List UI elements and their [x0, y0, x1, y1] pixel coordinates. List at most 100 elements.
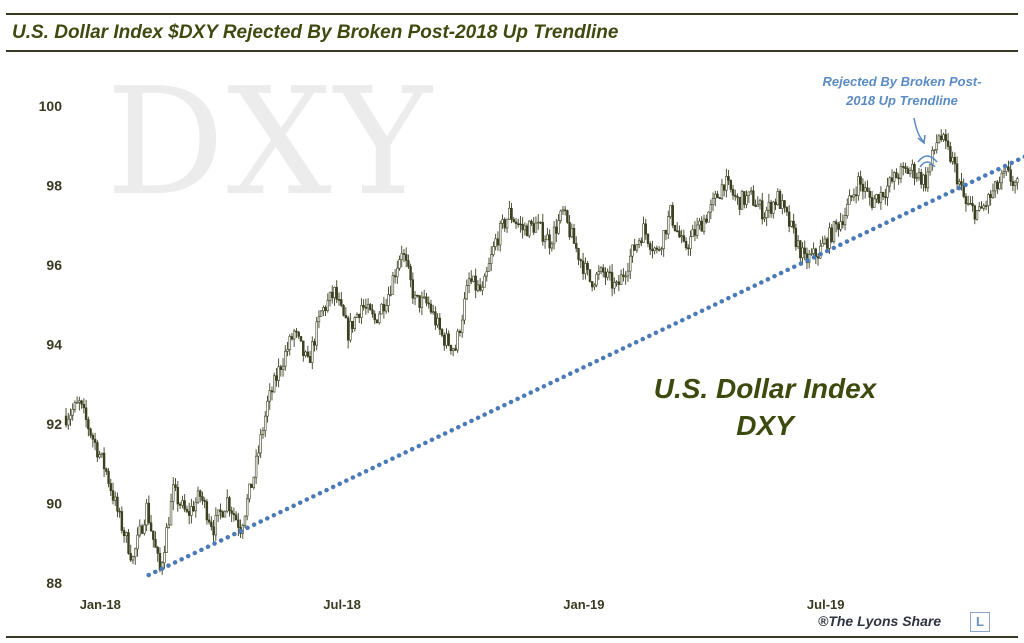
candle-body	[178, 503, 182, 506]
candle-body	[785, 207, 789, 213]
candle-body	[678, 230, 681, 238]
candle-body	[490, 254, 493, 264]
candle-body	[622, 274, 625, 277]
candle-body	[438, 317, 442, 330]
annotation-line2: 2018 Up Trendline	[846, 93, 958, 108]
candle-body	[756, 203, 759, 207]
candle-body	[84, 407, 88, 420]
candle-body	[928, 164, 932, 173]
candle-body	[648, 243, 652, 250]
candle-body	[899, 166, 903, 179]
candle-body	[982, 205, 986, 209]
bottom-rule	[6, 636, 1018, 638]
candle-body	[129, 553, 132, 561]
candle-body	[646, 233, 650, 244]
candle-body	[138, 525, 141, 536]
candle-body	[626, 270, 630, 277]
candle-body	[548, 234, 551, 249]
candle-body	[958, 181, 961, 185]
candle-body	[653, 247, 656, 252]
candle-body	[837, 223, 840, 230]
candle-body	[69, 414, 72, 420]
candle-body	[810, 253, 813, 255]
candle-body	[114, 496, 117, 501]
candle-body	[228, 497, 231, 512]
candle-body	[322, 307, 325, 312]
candle-body	[572, 228, 576, 244]
candle-body	[893, 172, 896, 182]
candle-body	[633, 244, 636, 251]
candle-body	[326, 300, 329, 311]
candle-body	[617, 281, 621, 285]
candle-body	[187, 511, 191, 516]
candle-body	[505, 218, 509, 229]
candle-body	[962, 184, 965, 197]
candle-body	[866, 187, 869, 192]
candle-body	[317, 316, 321, 323]
candle-body	[281, 365, 285, 370]
chart-title: U.S. Dollar Index $DXY Rejected By Broke…	[12, 22, 619, 43]
candle-body	[478, 284, 482, 291]
candle-body	[449, 344, 453, 351]
candle-body	[521, 224, 524, 231]
candle-body	[134, 548, 137, 558]
candle-body	[926, 171, 930, 189]
candle-body	[259, 434, 262, 454]
candle-body	[850, 195, 853, 198]
y-tick-label: 98	[46, 178, 62, 194]
candle-body	[563, 209, 567, 212]
candle-body	[705, 218, 708, 223]
candle-body	[586, 263, 589, 270]
candle-body	[660, 248, 663, 251]
candle-body	[581, 260, 585, 274]
x-tick-label: Jan-18	[80, 597, 121, 612]
candle-body	[207, 519, 211, 523]
candle-body	[640, 240, 643, 243]
candle-body	[391, 275, 395, 295]
candle-body	[644, 223, 647, 235]
candle-body	[93, 438, 97, 443]
candle-body	[82, 403, 86, 409]
candle-body	[902, 166, 905, 168]
candle-body	[154, 539, 157, 548]
candle-body	[841, 221, 845, 226]
candle-body	[248, 483, 251, 500]
candle-body	[868, 190, 871, 198]
candle-body	[465, 285, 468, 300]
candle-body	[778, 191, 782, 209]
annotation-arrow-line	[913, 117, 925, 143]
candle-body	[794, 227, 798, 248]
candle-body	[955, 163, 959, 185]
candle-body	[463, 298, 466, 321]
candle-body	[91, 434, 95, 440]
candle-body	[454, 348, 457, 351]
candle-body	[212, 526, 215, 536]
candle-body	[340, 299, 343, 306]
candle-body	[252, 476, 256, 488]
candle-body	[879, 191, 883, 203]
candle-body	[196, 490, 200, 503]
candle-body	[584, 263, 587, 274]
candle-body	[371, 309, 374, 315]
candle-body	[693, 229, 697, 236]
candle-body	[774, 201, 777, 206]
candle-body	[859, 176, 862, 185]
candle-body	[998, 182, 1001, 190]
candle-body	[725, 176, 728, 191]
candle-body	[942, 134, 945, 140]
candle-body	[501, 219, 504, 224]
candle-body	[843, 215, 847, 226]
candle-body	[595, 273, 598, 286]
candle-body	[870, 197, 874, 208]
candle-body	[525, 225, 529, 237]
candle-body	[413, 294, 417, 299]
candle-body	[284, 351, 287, 367]
candle-body	[331, 291, 334, 299]
candle-body	[709, 204, 713, 213]
y-tick-label: 90	[46, 496, 62, 512]
watermark: DXY	[106, 56, 434, 228]
candle-body	[297, 331, 300, 337]
candle-body	[116, 496, 119, 512]
candle-body	[940, 135, 943, 140]
candle-body	[989, 194, 992, 198]
